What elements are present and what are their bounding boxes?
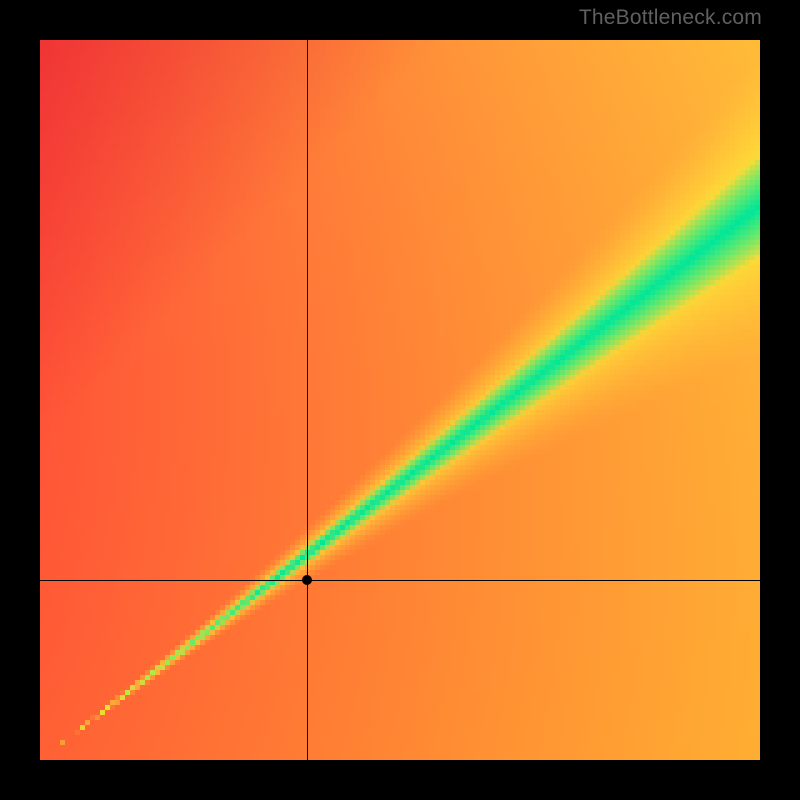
crosshair-vertical — [307, 40, 308, 760]
bottleneck-marker — [302, 575, 312, 585]
plot-area — [40, 40, 760, 760]
heatmap-canvas — [40, 40, 760, 760]
watermark-text: TheBottleneck.com — [579, 6, 762, 30]
crosshair-horizontal — [40, 580, 760, 581]
